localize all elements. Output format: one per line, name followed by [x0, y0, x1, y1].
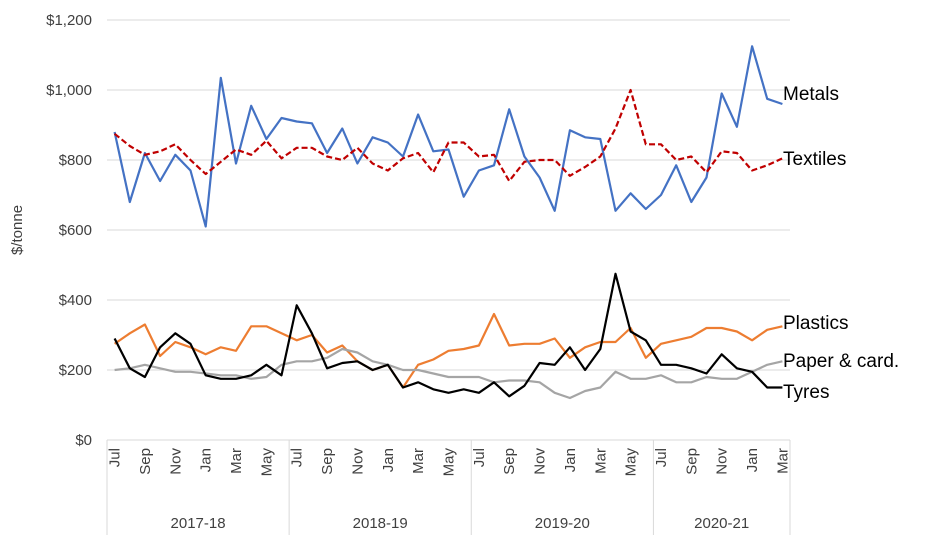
- y-tick-label: $200: [59, 362, 92, 379]
- series-label: Metals: [783, 84, 839, 105]
- y-axis-label: $/tonne: [9, 205, 26, 255]
- x-tick-label: Mar: [228, 448, 245, 474]
- x-tick-label: Jul: [471, 448, 488, 467]
- series-line: [114, 347, 783, 400]
- x-tick-label: Nov: [167, 448, 184, 475]
- x-tick-label: May: [258, 448, 275, 477]
- group-label: 2017-18: [171, 515, 226, 532]
- series-label: Textiles: [783, 149, 846, 170]
- x-tick-label: Nov: [349, 448, 366, 475]
- x-tick-label: Jan: [744, 448, 761, 472]
- series-line: [113, 272, 783, 398]
- series-label: Tyres: [783, 382, 829, 403]
- x-tick-label: Jul: [653, 448, 670, 467]
- x-tick-label: Jan: [562, 448, 579, 472]
- series-label: Paper & card.: [783, 351, 899, 372]
- y-tick-label: $1,000: [46, 82, 92, 99]
- series-line: [113, 312, 783, 389]
- group-label: 2020-21: [694, 515, 749, 532]
- x-tick-label: Nov: [714, 448, 731, 475]
- y-tick-label: $1,200: [46, 12, 92, 29]
- x-tick-label: Mar: [592, 448, 609, 474]
- x-tick-label: Nov: [532, 448, 549, 475]
- x-tick-label: Jul: [289, 448, 306, 467]
- x-tick-label: Jan: [198, 448, 215, 472]
- group-label: 2018-19: [353, 515, 408, 532]
- x-tick-label: Mar: [774, 448, 791, 474]
- y-tick-label: $0: [75, 432, 92, 449]
- y-tick-label: $400: [59, 292, 92, 309]
- series-line: [113, 45, 783, 228]
- x-tick-label: May: [623, 448, 640, 477]
- y-tick-label: $800: [59, 152, 92, 169]
- x-tick-label: Sep: [683, 448, 700, 475]
- x-tick-label: Jul: [107, 448, 124, 467]
- x-tick-label: Mar: [410, 448, 427, 474]
- x-tick-label: Sep: [501, 448, 518, 475]
- group-label: 2019-20: [535, 515, 590, 532]
- series-label: Plastics: [783, 313, 848, 334]
- series-line: [113, 88, 783, 183]
- x-tick-label: May: [441, 448, 458, 477]
- x-tick-label: Jan: [380, 448, 397, 472]
- x-tick-label: Sep: [137, 448, 154, 475]
- x-tick-label: Sep: [319, 448, 336, 475]
- y-tick-label: $600: [59, 222, 92, 239]
